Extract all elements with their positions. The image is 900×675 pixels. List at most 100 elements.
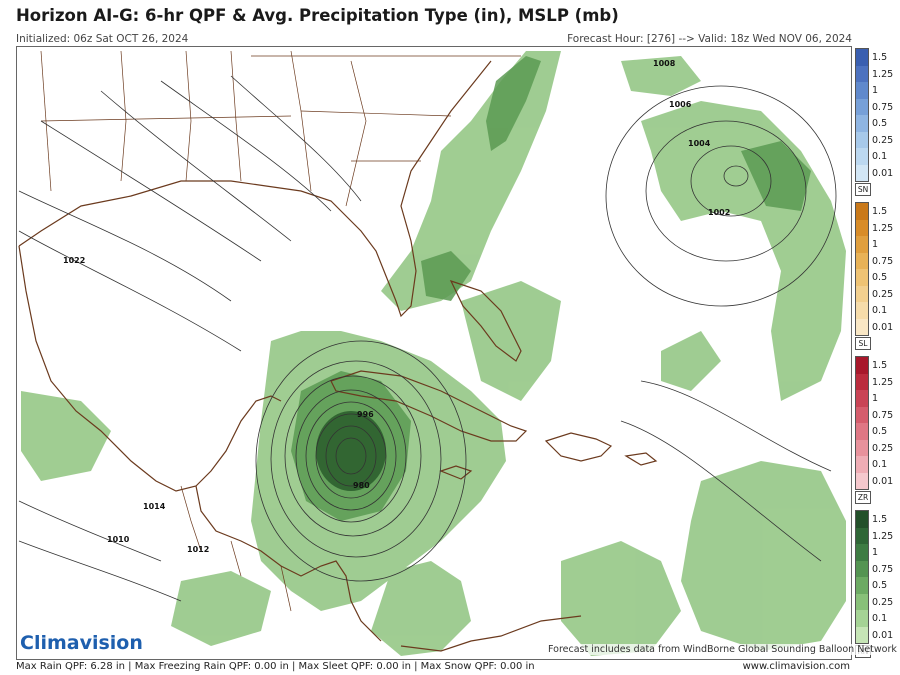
legend-swatch: [856, 115, 868, 132]
legend-type-sleet: SL: [855, 337, 871, 350]
legend-tick-label: 1.25: [872, 222, 894, 234]
legend-swatch: [856, 610, 868, 627]
isobar-label-1008: 1008: [653, 59, 676, 68]
isobar-label-980: 980: [353, 481, 370, 490]
legend-swatch: [856, 285, 868, 302]
legend-tick-label: 0.25: [872, 134, 894, 146]
valid-time: Forecast Hour: [276] --> Valid: 18z Wed …: [567, 33, 852, 45]
legend-swatch: [856, 203, 868, 220]
legend-tick-label: 0.5: [872, 426, 888, 437]
legend-bar-snow: [855, 48, 869, 182]
legend-swatch: [856, 406, 868, 423]
legend-tick-label: 0.1: [872, 151, 888, 162]
map-title: Horizon AI-G: 6-hr QPF & Avg. Precipitat…: [16, 6, 619, 25]
data-credit: Forecast includes data from WindBorne Gl…: [546, 644, 899, 655]
legend-swatch: [856, 544, 868, 561]
legend-swatch: [856, 269, 868, 286]
legend-tick-label: 1: [872, 547, 879, 558]
legend-tick-label: 0.75: [872, 563, 894, 575]
legend-ticks-rain: 1.5 1.25 1 0.75 0.5 0.25 0.1 0.01: [872, 512, 893, 644]
legend-swatch: [856, 357, 868, 374]
isobar-label-1006: 1006: [669, 100, 692, 109]
pressure-labels: 1008 1006 1004 1002 1022 996 980 1014 10…: [63, 59, 730, 554]
state-borders: [40, 50, 521, 612]
legend-swatch: [856, 82, 868, 99]
legend-tick-label: 1.5: [872, 514, 888, 525]
legend-tick-label: 1.25: [872, 376, 894, 388]
legend-swatch: [856, 593, 868, 610]
isobar-label-1012: 1012: [187, 545, 209, 554]
legend-tick-label: 0.5: [872, 580, 888, 591]
legend-tick-label: 0.01: [872, 167, 894, 179]
isobar-label-1004: 1004: [688, 139, 711, 148]
legend-tick-label: 0.1: [872, 613, 888, 624]
legend-swatch: [856, 318, 868, 335]
legend-swatch: [856, 390, 868, 407]
legend-tick-label: 0.75: [872, 409, 894, 421]
isobar-label-996: 996: [357, 410, 374, 419]
legend-bar-freezing-rain: [855, 356, 869, 490]
legend-swatch: [856, 98, 868, 115]
legend-tick-label: 0.5: [872, 118, 888, 129]
precip-core: [316, 411, 386, 491]
coastlines: [18, 60, 658, 652]
legend-swatch: [856, 511, 868, 528]
legend-tick-label: 0.01: [872, 321, 894, 333]
legend-swatch: [856, 472, 868, 489]
legend-swatch: [856, 148, 868, 165]
legend-swatch: [856, 626, 868, 643]
legend-swatch: [856, 252, 868, 269]
isobar-label-1014: 1014: [143, 502, 166, 511]
legend-swatch: [856, 423, 868, 440]
legend-tick-label: 1: [872, 393, 879, 404]
legend-tick-label: 0.1: [872, 459, 888, 470]
legend-tick-label: 0.75: [872, 255, 894, 267]
legend-tick-label: 0.01: [872, 475, 894, 487]
legend-swatch: [856, 373, 868, 390]
website-link[interactable]: www.climavision.com: [742, 661, 850, 672]
legend-ticks-snow: 1.5 1.25 1 0.75 0.5 0.25 0.1 0.01: [872, 50, 893, 182]
legend-ticks-sleet: 1.5 1.25 1 0.75 0.5 0.25 0.1 0.01: [872, 204, 893, 336]
legend-type-snow: SN: [855, 183, 871, 196]
isobar-label-1002: 1002: [708, 208, 730, 217]
map-canvas: 1008 1006 1004 1002 1022 996 980 1014 10…: [18, 50, 846, 656]
legend-tick-label: 1.5: [872, 206, 888, 217]
legend-tick-label: 0.25: [872, 442, 894, 454]
legend-tick-label: 0.01: [872, 629, 894, 641]
legend-swatch: [856, 65, 868, 82]
isobar-label-1010: 1010: [107, 535, 130, 544]
legend-swatch: [856, 131, 868, 148]
legend-type-freezing-rain: ZR: [855, 491, 871, 504]
legend-swatch: [856, 236, 868, 253]
precip-shading: [21, 51, 846, 656]
legend-swatch: [856, 219, 868, 236]
legend-swatch: [856, 49, 868, 66]
legend-tick-label: 0.25: [872, 288, 894, 300]
legend-tick-label: 1.25: [872, 68, 894, 80]
legend-tick-label: 0.25: [872, 596, 894, 608]
legend-swatch: [856, 439, 868, 456]
legend-swatch: [856, 164, 868, 181]
legend-ticks-freezing-rain: 1.5 1.25 1 0.75 0.5 0.25 0.1 0.01: [872, 358, 893, 490]
isobars: [18, 75, 837, 602]
legend-swatch: [856, 577, 868, 594]
legend-tick-label: 1.25: [872, 530, 894, 542]
climavision-logo: Climavision: [20, 632, 143, 654]
legend-swatch: [856, 527, 868, 544]
legend-tick-label: 0.5: [872, 272, 888, 283]
legend-tick-label: 1: [872, 85, 879, 96]
legend-tick-label: 1.5: [872, 52, 888, 63]
isobar-label-1022: 1022: [63, 256, 85, 265]
legend-tick-label: 0.1: [872, 305, 888, 316]
legend-swatch: [856, 302, 868, 319]
weather-map: 1008 1006 1004 1002 1022 996 980 1014 10…: [16, 46, 852, 660]
legend-bar-sleet: [855, 202, 869, 336]
legend-swatch: [856, 456, 868, 473]
legend-bar-rain: [855, 510, 869, 644]
legend-tick-label: 1: [872, 239, 879, 250]
legend-tick-label: 1.5: [872, 360, 888, 371]
max-qpf-footer: Max Rain QPF: 6.28 in | Max Freezing Rai…: [16, 661, 535, 672]
legend-tick-label: 0.75: [872, 101, 894, 113]
init-time: Initialized: 06z Sat OCT 26, 2024: [16, 33, 189, 45]
legend-swatch: [856, 560, 868, 577]
